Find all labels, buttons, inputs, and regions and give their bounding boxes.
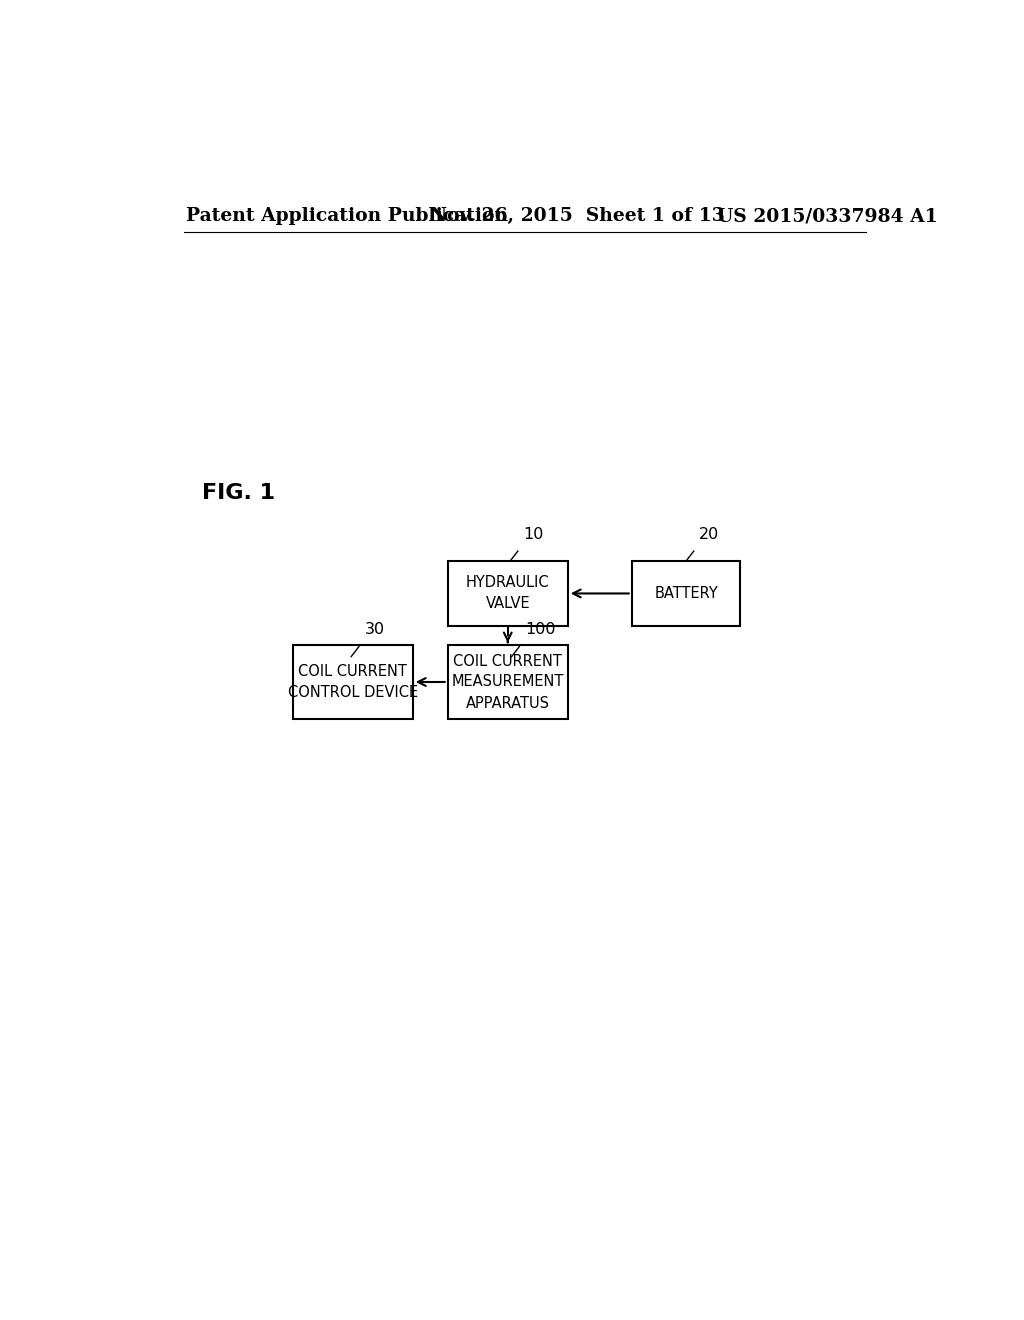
Text: COIL CURRENT
MEASUREMENT
APPARATUS: COIL CURRENT MEASUREMENT APPARATUS — [452, 653, 564, 710]
Text: 20: 20 — [699, 527, 720, 543]
Text: Patent Application Publication: Patent Application Publication — [186, 207, 508, 226]
Bar — [293, 645, 413, 718]
Bar — [632, 561, 740, 626]
Text: 30: 30 — [365, 622, 384, 638]
Text: Nov. 26, 2015  Sheet 1 of 13: Nov. 26, 2015 Sheet 1 of 13 — [430, 207, 725, 226]
Text: FIG. 1: FIG. 1 — [202, 483, 274, 503]
Text: 100: 100 — [524, 622, 555, 638]
Text: HYDRAULIC
VALVE: HYDRAULIC VALVE — [466, 576, 550, 611]
Text: 10: 10 — [523, 527, 544, 543]
Text: COIL CURRENT
CONTROL DEVICE: COIL CURRENT CONTROL DEVICE — [288, 664, 418, 700]
Text: BATTERY: BATTERY — [654, 586, 718, 601]
Bar — [447, 561, 568, 626]
Bar — [447, 645, 568, 718]
Text: US 2015/0337984 A1: US 2015/0337984 A1 — [717, 207, 938, 226]
